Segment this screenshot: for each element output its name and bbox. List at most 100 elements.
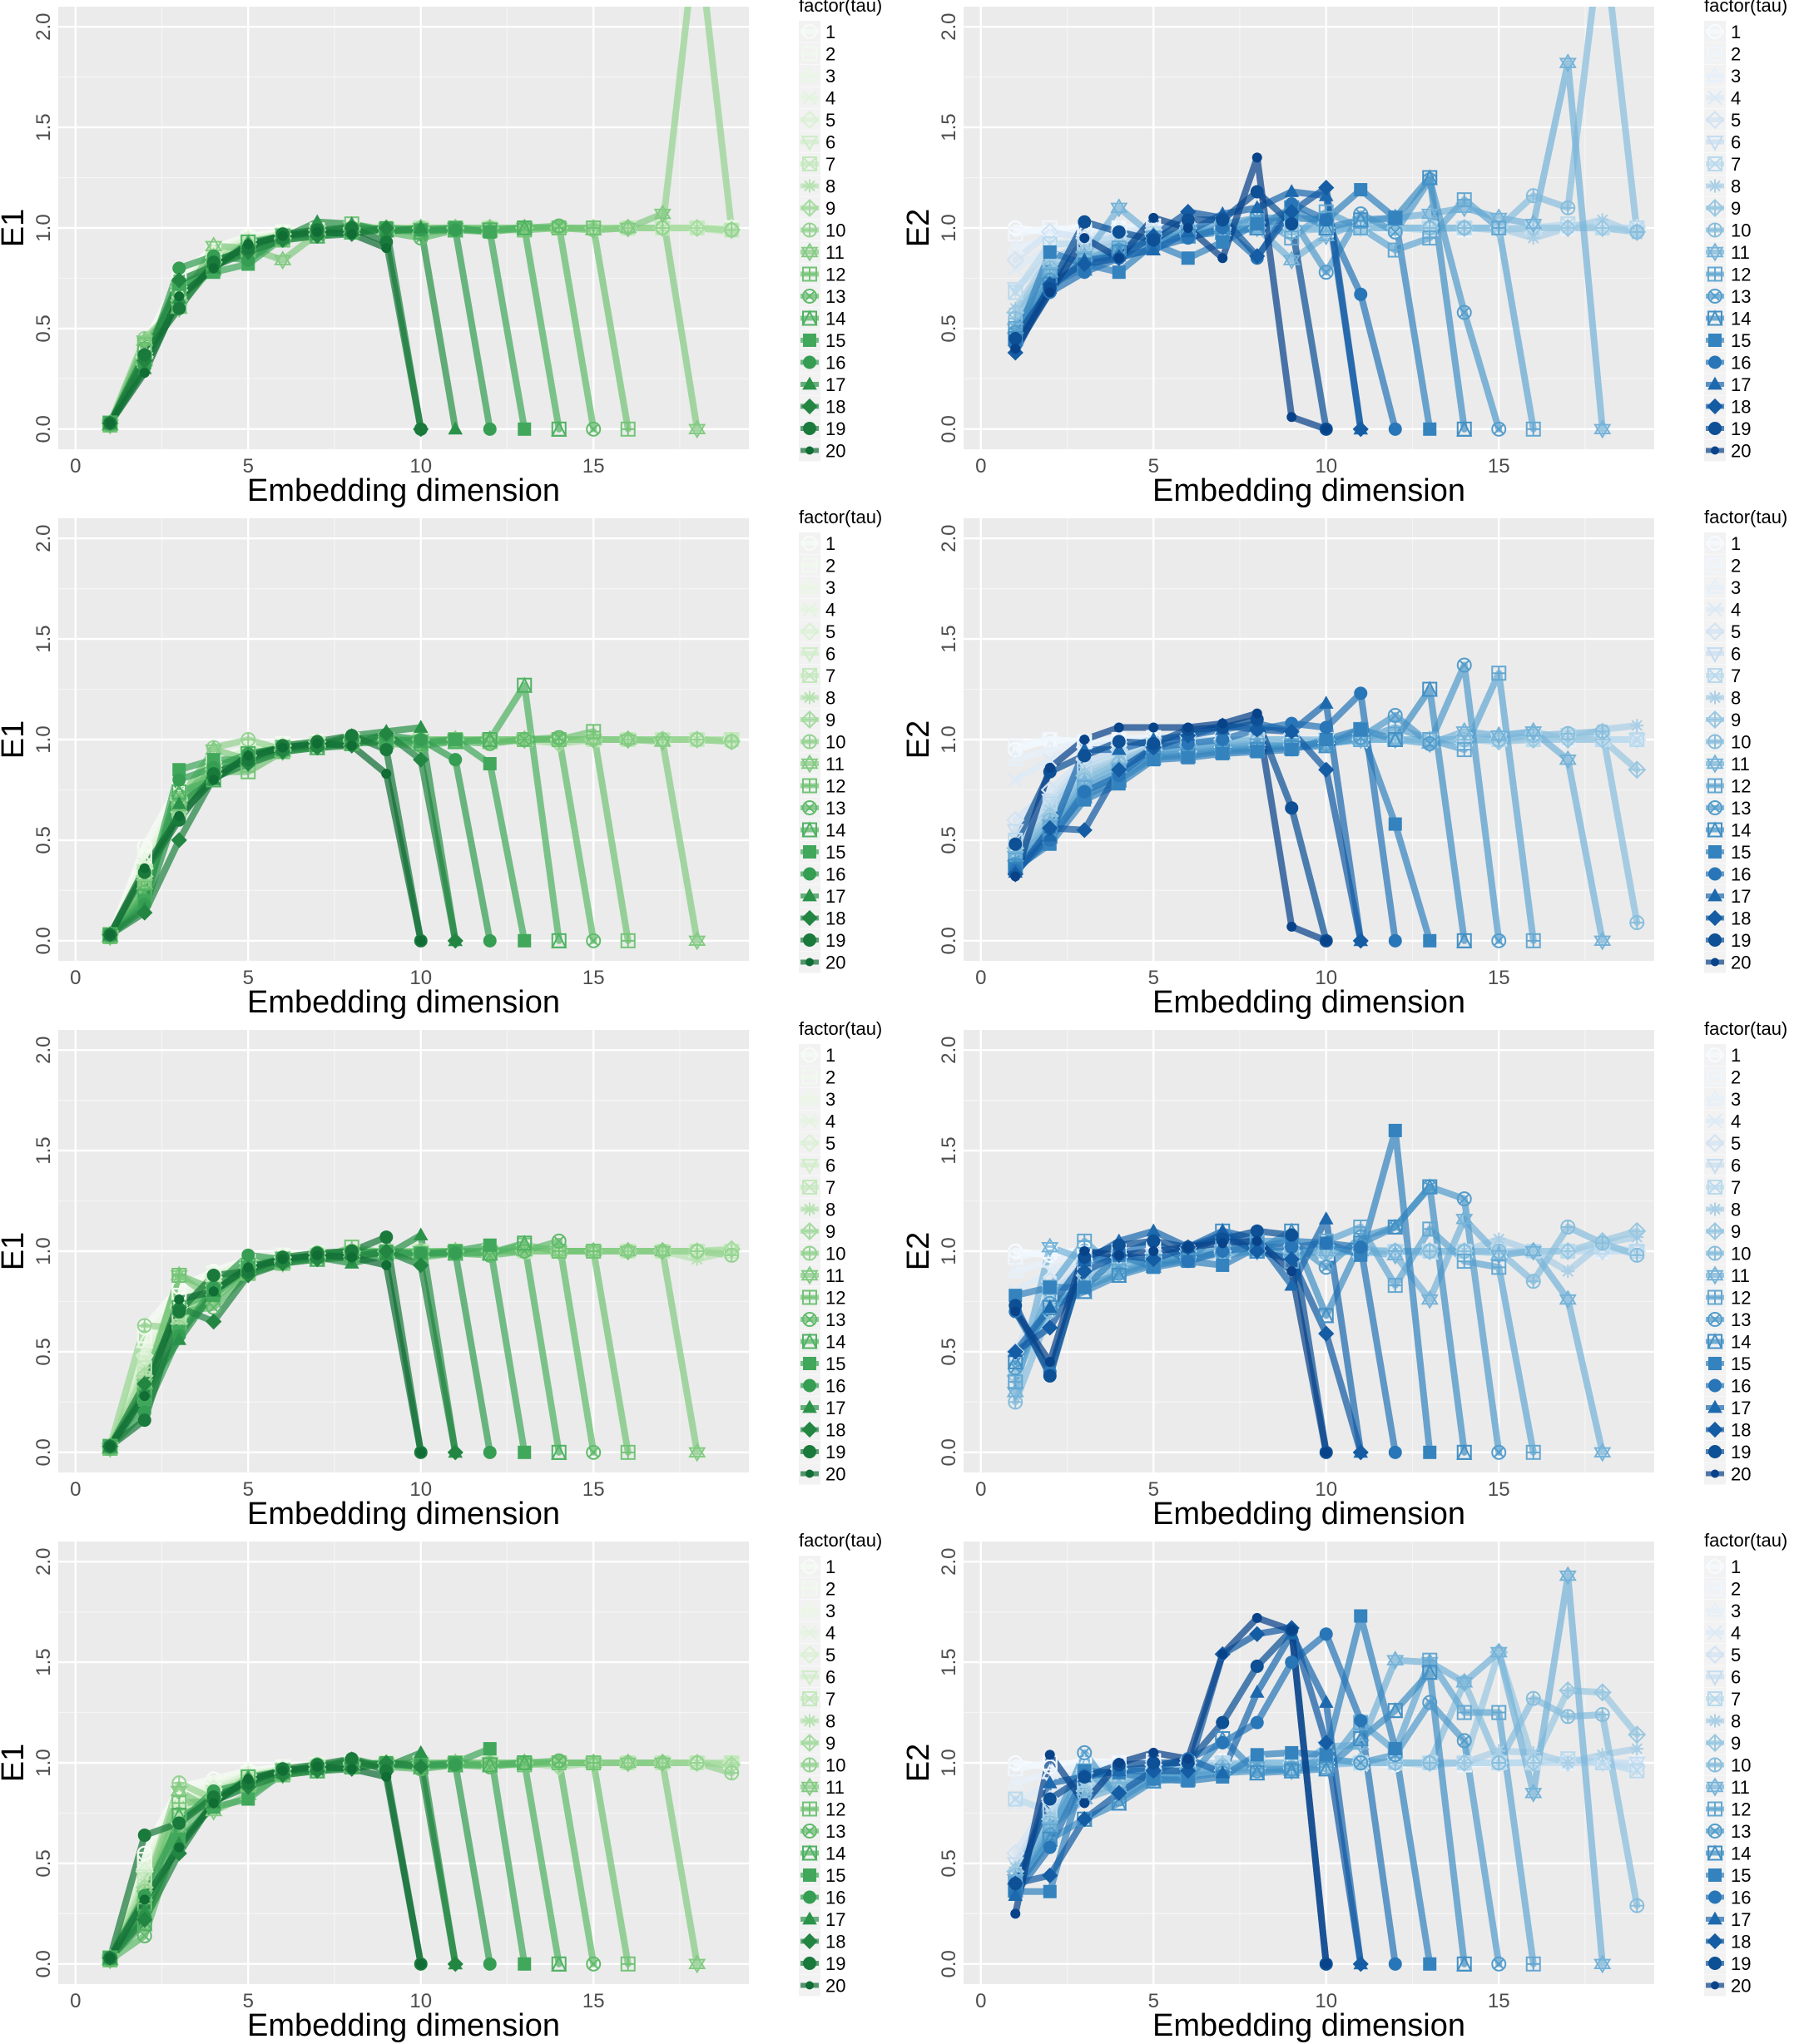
legend-item-12: 12: [1704, 775, 1751, 797]
legend-label: 6: [825, 1156, 835, 1176]
y-tick-label: 1.0: [938, 1237, 960, 1265]
y-axis-title: E1: [0, 1744, 31, 1782]
data-point: [1628, 1245, 1646, 1261]
legend-item-19: 19: [1704, 1952, 1751, 1974]
legend-symbol: [803, 1714, 816, 1728]
legend-symbol: [805, 1469, 814, 1478]
data-point: [1524, 214, 1543, 234]
legend-symbol: [802, 1911, 817, 1925]
legend-label: 1: [825, 22, 835, 42]
data-point: [482, 730, 498, 747]
legend-item-11: 11: [1704, 1265, 1750, 1286]
legend-symbol: [803, 1378, 816, 1393]
legend-item-6: 6: [799, 131, 835, 153]
legend-symbol: [1706, 66, 1724, 82]
x-tick-label: 0: [975, 455, 986, 478]
legend-label: 1: [825, 1557, 835, 1577]
data-point: [1285, 196, 1299, 210]
legend-symbol: [1708, 845, 1722, 859]
data-point: [346, 229, 357, 240]
data-point: [1559, 1289, 1577, 1309]
data-point: [1111, 1784, 1128, 1801]
legend-item-18: 18: [799, 395, 845, 418]
legend-label: 8: [1731, 176, 1741, 197]
legend-symbol: [1707, 23, 1723, 40]
x-tick-label: 15: [1488, 455, 1510, 478]
data-point: [139, 1894, 150, 1905]
data-point: [1042, 1867, 1058, 1884]
legend-label: 20: [1731, 953, 1751, 973]
data-point: [277, 742, 288, 753]
data-point: [1181, 1255, 1195, 1269]
data-point: [1009, 1877, 1023, 1891]
data-point: [240, 732, 256, 747]
chart-panel-r3c2: 0 5 10 15 0.0 0.5 1.0 1.5 2.0 Embedding dimension…: [901, 1018, 1804, 1532]
data-point: [619, 218, 637, 238]
data-point: [586, 933, 602, 948]
y-tick-label: 0.5: [938, 1338, 960, 1365]
y-tick-label: 2.0: [938, 1547, 960, 1575]
data-point: [1593, 419, 1612, 439]
data-point: [1044, 1750, 1055, 1760]
legend-label: 9: [1731, 710, 1741, 730]
data-point: [243, 1774, 254, 1784]
legend-item-7: 7: [1704, 153, 1741, 175]
data-point: [448, 421, 463, 435]
y-axis-title: E1: [0, 720, 31, 759]
legend-label: 13: [1731, 798, 1751, 819]
legend-label: 20: [1731, 1464, 1751, 1485]
legend-label: 11: [825, 1265, 845, 1286]
legend-label: 15: [825, 842, 845, 863]
legend-symbol: [802, 376, 817, 390]
data-point: [1352, 1730, 1369, 1746]
legend-label: 14: [825, 820, 845, 841]
data-point: [1352, 211, 1369, 228]
legend-item-5: 5: [799, 1132, 835, 1154]
data-point: [1008, 285, 1023, 300]
data-point: [1079, 1798, 1090, 1809]
legend-item-8: 8: [799, 686, 835, 709]
data-point: [139, 368, 150, 379]
data-point: [1041, 740, 1059, 756]
data-point: [1491, 1705, 1507, 1720]
data-point: [688, 419, 706, 439]
data-point: [1492, 1744, 1506, 1758]
data-point: [689, 1755, 705, 1770]
legend-item-6: 6: [1704, 1665, 1741, 1688]
legend-label: 9: [825, 1733, 835, 1754]
y-tick-label: 1.0: [32, 725, 55, 753]
legend-label: 13: [825, 798, 845, 819]
data-point: [241, 1248, 255, 1262]
legend-symbol: [802, 90, 817, 106]
data-point: [483, 933, 497, 948]
legend-label: 12: [1731, 1288, 1751, 1309]
legend-item-4: 4: [1704, 1110, 1741, 1132]
data-point: [1284, 184, 1300, 197]
data-point: [1285, 1745, 1299, 1759]
legend-symbol: [1706, 1601, 1724, 1617]
y-axis-title: E2: [901, 1232, 936, 1270]
legend-item-9: 9: [1704, 1732, 1741, 1754]
data-point: [586, 1444, 602, 1460]
data-point: [1455, 721, 1474, 741]
legend-item-5: 5: [799, 1644, 835, 1665]
legend-symbol: [802, 888, 817, 902]
data-point: [1044, 762, 1055, 773]
data-point: [518, 422, 532, 436]
legend-item-1: 1: [1704, 21, 1741, 42]
x-tick-label: 15: [582, 455, 605, 478]
x-tick-label: 10: [1315, 1478, 1337, 1501]
legend-label: 3: [1731, 577, 1741, 598]
data-point: [277, 230, 288, 241]
y-tick-label: 2.0: [32, 1036, 55, 1063]
legend-symbol: [803, 1868, 816, 1882]
legend-item-12: 12: [799, 775, 845, 797]
y-tick-label: 0.5: [938, 826, 960, 854]
legend-symbol: [800, 1133, 820, 1153]
legend-item-9: 9: [1704, 197, 1741, 219]
legend-label: 16: [825, 1888, 845, 1908]
data-point: [243, 750, 254, 761]
x-axis-title: Embedding dimension: [1152, 1497, 1465, 1532]
legend: factor(tau)12345678910111213141516171819…: [1704, 0, 1787, 462]
legend-label: 14: [1731, 820, 1751, 841]
